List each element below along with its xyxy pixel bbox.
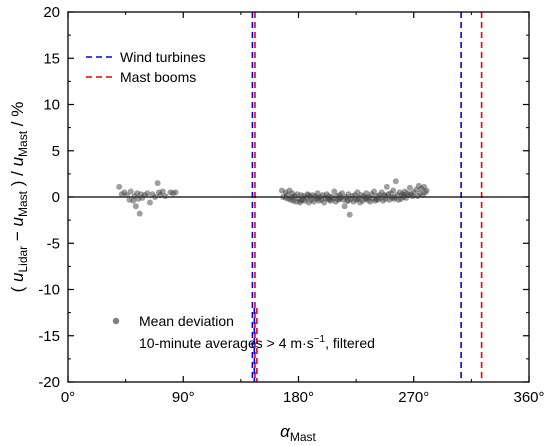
- data-point: [130, 197, 137, 204]
- data-point: [154, 180, 161, 187]
- data-point: [159, 188, 166, 195]
- data-point: [136, 210, 143, 217]
- data-point: [298, 197, 305, 204]
- data-point: [382, 193, 389, 200]
- y-tick-label: 0: [52, 189, 60, 206]
- data-point: [305, 192, 312, 199]
- data-point: [162, 193, 169, 200]
- legend-lines: Wind turbines Mast booms: [86, 49, 206, 85]
- data-point: [341, 203, 348, 210]
- data-point: [371, 188, 378, 195]
- data-point: [345, 197, 352, 204]
- data-point: [406, 184, 413, 191]
- y-axis-title: ( uLidar − uMast ) / uMast / %: [8, 102, 30, 293]
- data-point: [321, 199, 328, 206]
- y-tick-label: -5: [47, 235, 60, 252]
- x-tick-label: 360°: [513, 389, 544, 406]
- data-point: [336, 195, 343, 202]
- data-point: [391, 195, 398, 202]
- data-point: [383, 183, 390, 190]
- y-tick-label: -10: [38, 282, 60, 299]
- y-tick-label: -15: [38, 328, 60, 345]
- data-point: [146, 199, 153, 206]
- data-point: [423, 187, 430, 194]
- data-point: [354, 195, 361, 202]
- data-point: [127, 188, 134, 195]
- x-tick-label: 180°: [283, 389, 314, 406]
- data-point: [346, 211, 353, 218]
- data-point: [144, 190, 151, 197]
- plot-frame: [67, 11, 530, 383]
- y-tick-label: -20: [38, 374, 60, 391]
- y-tick-label: 5: [52, 143, 60, 160]
- data-point: [326, 196, 333, 203]
- data-point: [282, 194, 289, 201]
- legend-wind-turbines-label: Wind turbines: [120, 49, 206, 65]
- data-point: [363, 194, 370, 201]
- data-point: [392, 178, 399, 185]
- data-point: [123, 192, 130, 199]
- data-point: [331, 188, 338, 195]
- y-tick-label: 10: [43, 97, 60, 114]
- data-point: [409, 193, 416, 200]
- legend-points: Mean deviation 10-minute averages > 4 m·…: [112, 313, 375, 351]
- legend-mean-deviation-sublabel: 10-minute averages > 4 m·s−1, filtered: [139, 334, 375, 351]
- data-point: [172, 189, 179, 196]
- data-point: [400, 192, 407, 199]
- data-point: [289, 194, 296, 200]
- data-point: [132, 203, 139, 210]
- x-tick-label: 270°: [398, 389, 429, 406]
- x-axis-title: αMast: [280, 422, 316, 444]
- x-tick-label: 90°: [172, 389, 195, 406]
- data-point: [116, 183, 123, 190]
- data-point: [373, 195, 380, 202]
- legend-mean-deviation-label: Mean deviation: [139, 313, 234, 329]
- y-tick-label: 20: [43, 4, 60, 21]
- data-point: [314, 194, 321, 201]
- x-tick-label: 0°: [61, 389, 75, 406]
- data-point: [339, 190, 346, 197]
- data-point: [152, 194, 159, 200]
- legend-mast-booms-label: Mast booms: [120, 69, 196, 85]
- legend-mean-deviation-marker: [112, 317, 120, 325]
- y-tick-label: 15: [43, 50, 60, 67]
- data-point: [390, 187, 397, 194]
